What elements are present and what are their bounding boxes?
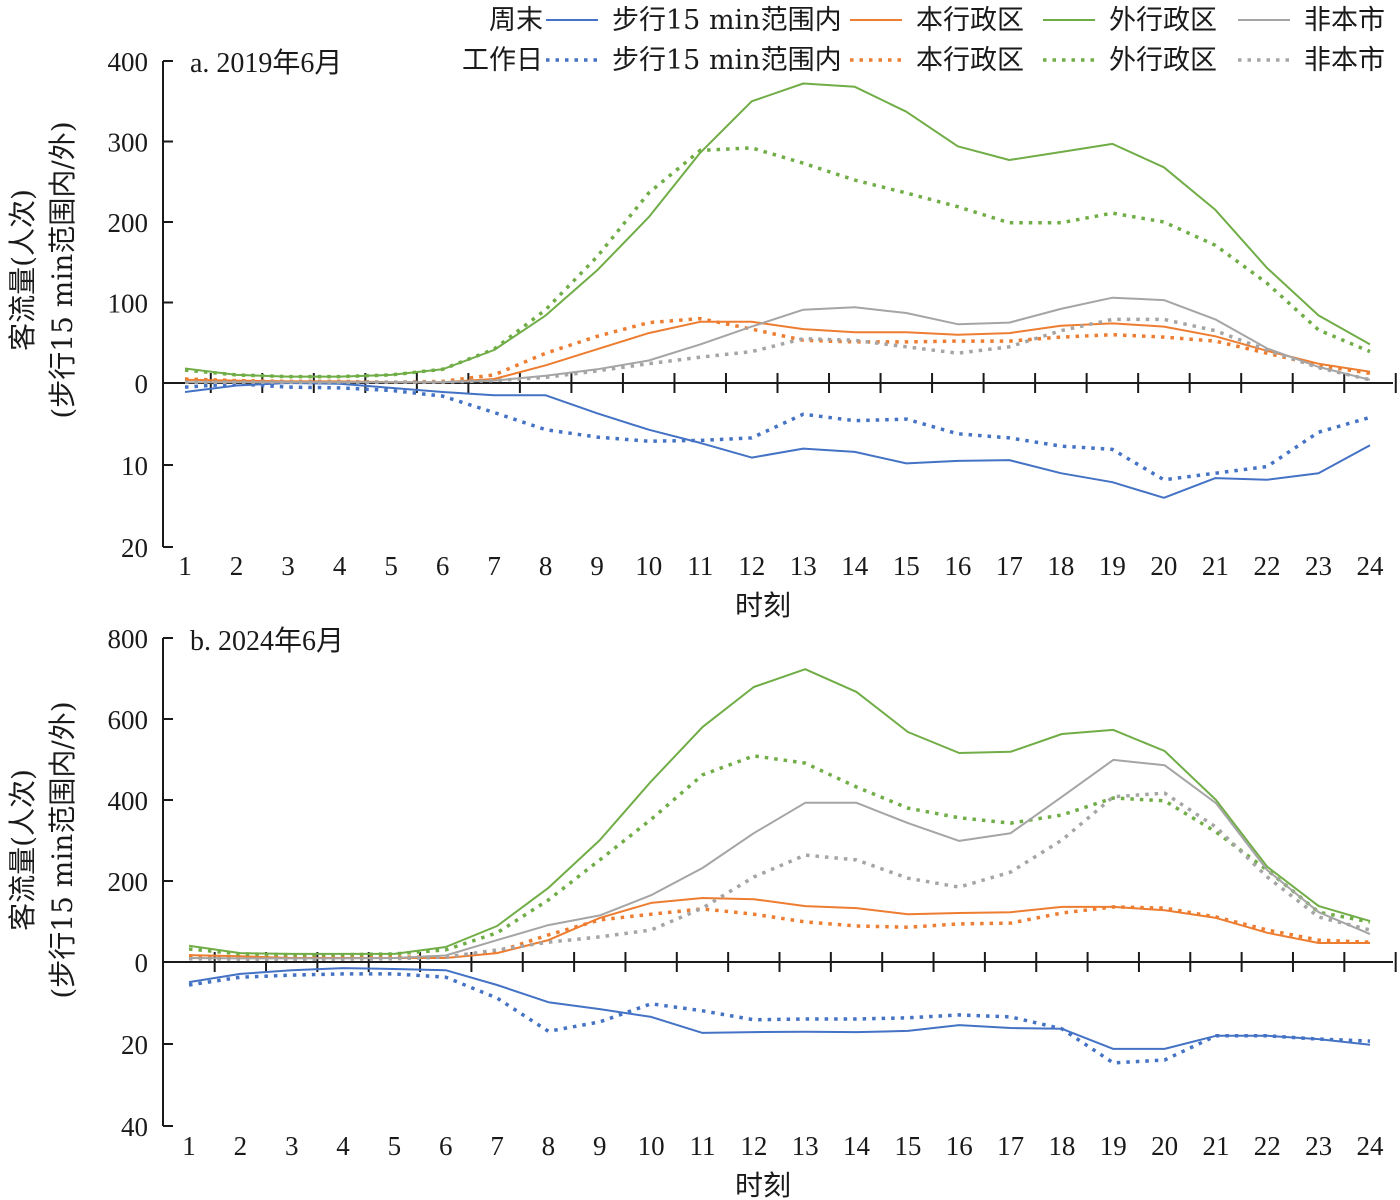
y-tick-label: 300 [108,128,149,158]
series-line-other_district-workday [184,146,1371,379]
series-line-walk-workday [188,972,1371,1065]
x-tick-label: 15 [893,551,920,581]
legend-label-other_district: 外行政区 [1109,45,1217,76]
x-tick-label: 2 [234,1131,248,1161]
x-tick-label: 14 [841,551,869,581]
x-tick-label: 9 [590,551,604,581]
series-line-walk-workday [184,382,1371,482]
x-tick-label: 12 [738,551,765,581]
series-line-walk-weekend [188,967,1371,1050]
x-tick-label: 6 [439,1131,453,1161]
y-tick-label: 200 [108,208,149,238]
x-tick-label: 18 [1048,1131,1075,1161]
x-tick-label: 17 [997,1131,1024,1161]
y-tick-label: 0 [135,948,149,978]
x-tick-label: 17 [996,551,1023,581]
series-line-non_city-weekend [185,296,1371,384]
y-tick-label: 800 [108,624,149,654]
x-tick-label: 21 [1202,551,1229,581]
y-tick-label: 600 [108,705,149,735]
y-tick-label: 200 [108,867,149,897]
y-tick-label: 20 [121,1030,148,1060]
x-tick-label: 22 [1254,1131,1281,1161]
y-tick-label: 40 [121,1112,148,1142]
x-tick-label: 3 [281,551,295,581]
series-line-non_city-workday [188,791,1371,961]
series-line-walk-weekend [184,382,1371,499]
y-tick-label: 0 [135,369,149,399]
series-line-district-workday [184,316,1371,384]
x-tick-label: 9 [593,1131,607,1161]
x-tick-label: 24 [1357,551,1385,581]
x-tick-label: 1 [182,1131,196,1161]
panel-title: b. 2024年6月 [190,625,344,657]
x-tick-label: 4 [336,1131,350,1161]
y-tick-label: 400 [108,47,149,77]
y-tick-label: 20 [121,533,148,563]
x-tick-label: 18 [1047,551,1074,581]
y-tick-label: 100 [108,289,149,319]
x-tick-label: 2 [230,551,244,581]
x-tick-label: 15 [894,1131,921,1161]
y-tick-label: 400 [108,786,149,816]
x-tick-label: 8 [542,1131,556,1161]
x-tick-label: 10 [638,1131,665,1161]
x-tick-label: 19 [1100,1131,1127,1161]
x-axis-title: 时刻 [735,589,791,622]
series-line-non_city-weekend [188,758,1371,960]
series-line-other_district-weekend [184,82,1371,378]
y-axis-title: (步行15 min范围内/外) [46,121,79,418]
x-tick-label: 4 [333,551,347,581]
x-tick-label: 12 [740,1131,767,1161]
legend-label-non_city: 非本市 [1304,5,1385,36]
x-tick-label: 16 [944,551,971,581]
x-tick-label: 7 [487,551,501,581]
y-axis-title: (步行15 min范围内/外) [46,701,79,998]
x-tick-label: 3 [285,1131,299,1161]
x-tick-label: 22 [1253,551,1280,581]
x-tick-label: 11 [687,551,713,581]
legend-label-district: 本行政区 [916,45,1024,76]
legend-label-district: 本行政区 [916,5,1024,36]
x-tick-label: 8 [539,551,553,581]
x-tick-label: 13 [792,1131,819,1161]
x-tick-label: 7 [490,1131,504,1161]
x-tick-label: 19 [1099,551,1126,581]
x-tick-label: 21 [1202,1131,1229,1161]
legend-row-label: 工作日 [462,45,543,76]
x-tick-label: 1 [178,551,192,581]
x-axis-title: 时刻 [735,1169,791,1200]
y-axis-title: 客流量(人次) [6,189,39,351]
series-line-non_city-workday [185,317,1371,384]
series-line-other_district-weekend [188,668,1371,955]
legend-row-label: 周末 [489,5,543,36]
y-axis-title: 客流量(人次) [6,769,39,931]
x-tick-label: 11 [689,1131,715,1161]
x-tick-label: 14 [843,1131,871,1161]
x-tick-label: 13 [790,551,817,581]
legend-label-other_district: 外行政区 [1109,5,1217,36]
x-tick-label: 20 [1151,1131,1178,1161]
x-tick-label: 5 [384,551,398,581]
x-tick-label: 24 [1357,1131,1385,1161]
x-tick-label: 20 [1150,551,1177,581]
x-tick-label: 6 [436,551,450,581]
x-tick-label: 23 [1305,1131,1332,1161]
x-tick-label: 23 [1305,551,1332,581]
legend-label-walk: 步行15 min范围内 [612,5,842,36]
x-tick-label: 16 [946,1131,973,1161]
y-tick-label: 10 [121,451,148,481]
series-line-district-weekend [188,897,1370,959]
panel-title: a. 2019年6月 [190,47,342,79]
legend-label-non_city: 非本市 [1304,45,1385,76]
x-tick-label: 10 [635,551,662,581]
legend-label-walk: 步行15 min范围内 [612,45,842,76]
x-tick-label: 5 [388,1131,402,1161]
